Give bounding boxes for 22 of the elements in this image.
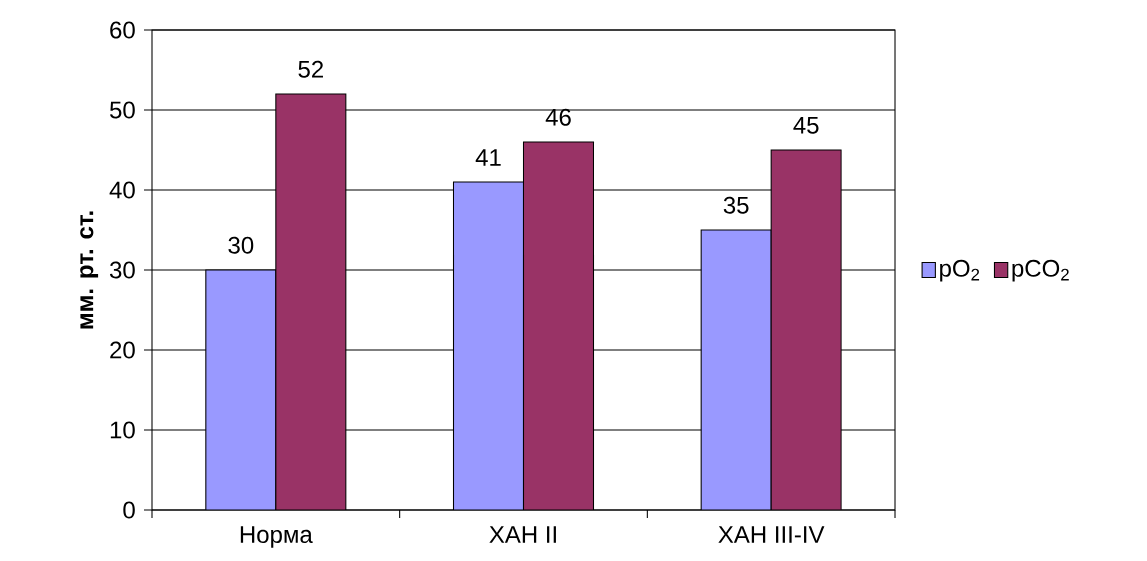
data-label: 45 — [793, 116, 819, 134]
bar — [275, 93, 347, 510]
bar — [770, 149, 842, 510]
y-tick-label: 20 — [110, 341, 135, 359]
y-tick-label: 50 — [110, 101, 135, 119]
bar — [522, 141, 595, 510]
data-label: 41 — [475, 149, 501, 166]
x-tick-label: Норма — [240, 526, 313, 548]
data-label: 46 — [545, 108, 571, 126]
y-tick-label: 0 — [123, 501, 135, 519]
y-tick-label: 10 — [110, 421, 135, 439]
data-label: 52 — [298, 60, 323, 78]
y-axis-title: мм. рт. ст. — [80, 211, 99, 329]
x-tick-label: ХАН II — [489, 526, 556, 543]
data-label: 35 — [723, 196, 749, 214]
legend-label: pO$_{2}$ — [940, 259, 980, 282]
legend-label: pCO$_{2}$ — [1012, 259, 1069, 282]
y-tick-label: 40 — [109, 181, 135, 199]
x-tick-label: ХАН III-IV — [718, 526, 825, 543]
data-label: 30 — [228, 236, 254, 254]
y-tick-label: 60 — [110, 21, 135, 39]
y-tick-label: 30 — [109, 261, 135, 279]
